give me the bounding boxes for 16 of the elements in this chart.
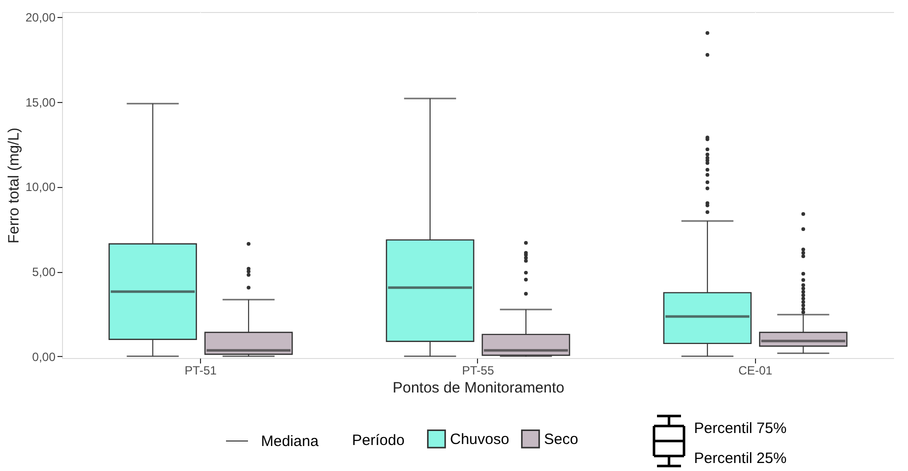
y-tick-label: 15,00: [25, 95, 56, 110]
text: Percentil 25%: [694, 450, 787, 467]
text: Mediana: [261, 433, 320, 450]
text: Percentil 75%: [694, 420, 787, 437]
y-tick-label: 0,00: [32, 350, 56, 364]
y-tick-label: 10,00: [25, 180, 56, 194]
y-tick-label: 5,00: [32, 265, 56, 279]
legend-label: Chuvoso: [450, 430, 510, 448]
x-tick-label: PT-55: [462, 364, 494, 378]
x-axis-title: Pontos de Monitoramento: [392, 380, 564, 396]
x-tick-label: PT-51: [184, 364, 217, 378]
x-tick-label: CE-01: [738, 364, 773, 378]
y-tick-label: 20,00: [25, 10, 56, 25]
legend-title: Período: [352, 432, 405, 449]
legend-label: Seco: [544, 430, 578, 448]
y-axis-title: Ferro total (mg/L): [5, 128, 22, 244]
